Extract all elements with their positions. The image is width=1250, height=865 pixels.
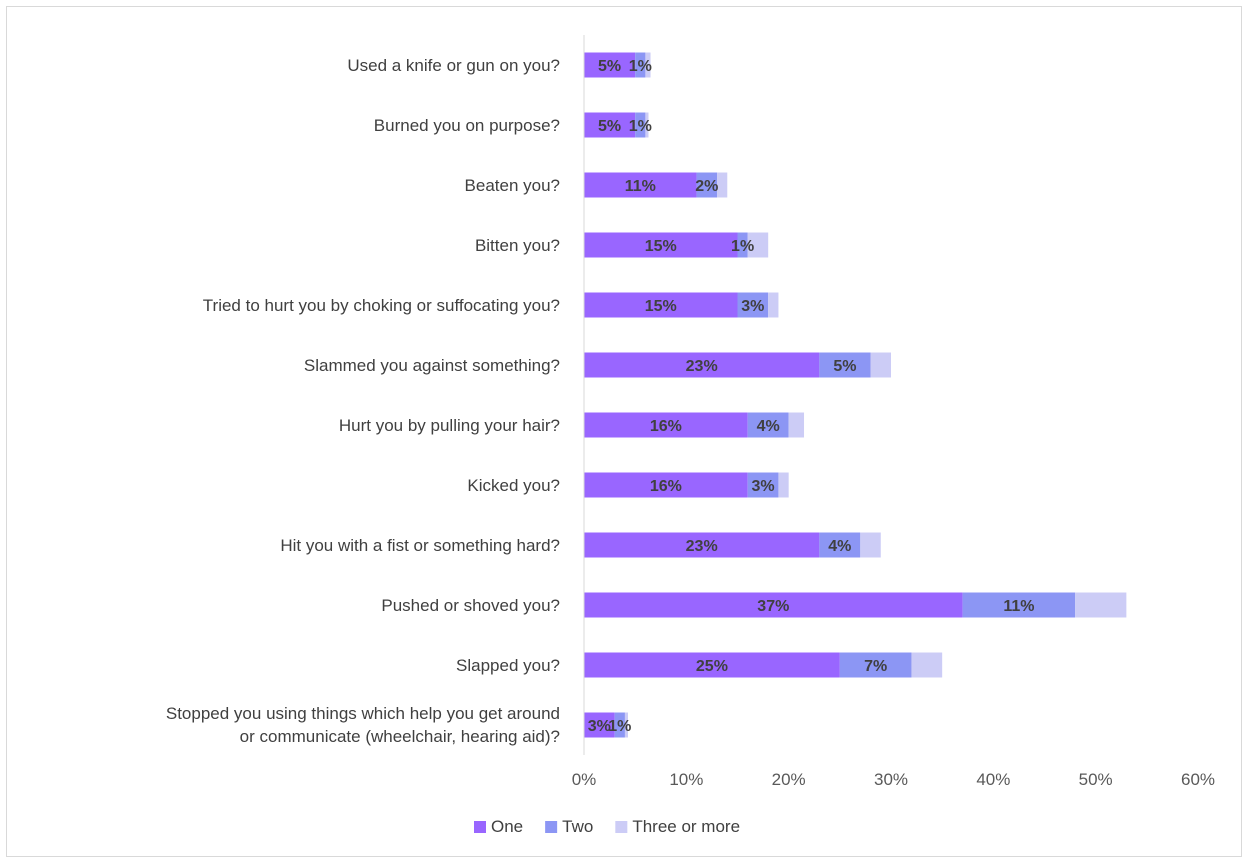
x-tick-label: 0% <box>572 770 597 789</box>
data-label: 4% <box>757 418 780 435</box>
data-label: 15% <box>645 238 677 255</box>
bar-2-10 <box>962 592 1076 618</box>
bar-3-5 <box>768 292 779 318</box>
legend-label-1: One <box>491 817 523 836</box>
data-label: 11% <box>1003 598 1034 615</box>
category-label: Pushed or shoved you? <box>381 596 560 615</box>
bar-1-6 <box>584 352 820 378</box>
data-label: 1% <box>731 238 754 255</box>
bar-2-11 <box>839 652 912 678</box>
bar-1-2 <box>584 112 636 138</box>
legend: One Two Three or more <box>474 817 740 836</box>
x-tick-label: 60% <box>1181 770 1215 789</box>
data-label: 5% <box>833 358 856 375</box>
bar-3-8 <box>778 472 789 498</box>
bar-3-12 <box>624 712 629 738</box>
legend-label-3: Three or more <box>632 817 740 836</box>
bars-group <box>584 52 1127 738</box>
bar-1-8 <box>584 472 748 498</box>
x-tick-label: 30% <box>874 770 908 789</box>
bar-3-3 <box>717 172 728 198</box>
bar-3-4 <box>747 232 769 258</box>
data-label: 11% <box>625 178 656 195</box>
x-tick-label: 40% <box>976 770 1010 789</box>
bar-3-1 <box>645 52 651 78</box>
bar-3-9 <box>860 532 881 558</box>
bar-1-7 <box>584 412 748 438</box>
category-label: Tried to hurt you by choking or suffocat… <box>203 296 560 315</box>
bar-2-2 <box>635 112 646 138</box>
category-labels: Used a knife or gun on you? Burned you on… <box>166 56 560 746</box>
x-tick-label: 50% <box>1079 770 1113 789</box>
bar-3-6 <box>870 352 891 378</box>
bar-1-10 <box>584 592 963 618</box>
bar-2-7 <box>747 412 789 438</box>
category-label: Stopped you using things which help you … <box>166 704 560 746</box>
x-tick-label: 10% <box>669 770 703 789</box>
bar-3-7 <box>788 412 805 438</box>
data-label: 4% <box>828 538 851 555</box>
x-tick-label: 20% <box>772 770 806 789</box>
category-label: Hit you with a fist or something hard? <box>280 536 560 555</box>
data-label: 5% <box>598 118 621 135</box>
data-label: 16% <box>650 418 682 435</box>
data-label: 3% <box>741 298 764 315</box>
data-label: 1% <box>608 718 631 735</box>
data-label: 5% <box>598 58 621 75</box>
x-axis-ticks: 0% 10% 20% 30% 40% 50% 60% <box>572 770 1215 789</box>
data-label: 1% <box>629 58 652 75</box>
data-label: 25% <box>696 658 728 675</box>
data-labels: 5% 1% 5% 1% 11% 2% 15% 1% 15% 3% 23% 5% 16% 4% 16% 3% 23… <box>588 58 1035 735</box>
data-label: 3% <box>588 718 611 735</box>
legend-swatch-2 <box>545 821 558 833</box>
category-label: Beaten you? <box>465 176 560 195</box>
data-label: 3% <box>752 478 775 495</box>
data-label: 15% <box>645 298 677 315</box>
data-label: 7% <box>864 658 887 675</box>
bar-2-1 <box>635 52 646 78</box>
category-label: Burned you on purpose? <box>374 116 560 135</box>
bar-1-4 <box>584 232 738 258</box>
bar-1-9 <box>584 532 820 558</box>
category-label: Bitten you? <box>475 236 560 255</box>
category-label: Kicked you? <box>467 476 560 495</box>
data-label: 1% <box>629 118 652 135</box>
bar-3-10 <box>1075 592 1127 618</box>
category-label: Used a knife or gun on you? <box>347 56 560 75</box>
legend-swatch-1 <box>474 821 486 833</box>
bar-3-11 <box>911 652 943 678</box>
bar-2-12 <box>614 712 625 738</box>
legend-label-2: Two <box>562 817 593 836</box>
bar-2-4 <box>737 232 748 258</box>
data-label: 2% <box>695 178 718 195</box>
bar-2-9 <box>819 532 861 558</box>
bar-1-1 <box>584 52 636 78</box>
legend-swatch-3 <box>615 821 628 833</box>
category-label: Slapped you? <box>456 656 560 675</box>
bar-1-12 <box>584 712 615 738</box>
bar-2-6 <box>819 352 871 378</box>
bar-2-3 <box>696 172 718 198</box>
data-label: 23% <box>686 358 718 375</box>
data-label: 37% <box>757 598 789 615</box>
bar-1-3 <box>584 172 697 198</box>
bar-3-2 <box>645 112 649 138</box>
category-label: Hurt you by pulling your hair? <box>339 416 560 435</box>
category-label: Slammed you against something? <box>304 356 560 375</box>
bar-2-5 <box>737 292 769 318</box>
bar-1-11 <box>584 652 840 678</box>
data-label: 23% <box>686 538 718 555</box>
bar-1-5 <box>584 292 738 318</box>
bar-2-8 <box>747 472 779 498</box>
data-label: 16% <box>650 478 682 495</box>
